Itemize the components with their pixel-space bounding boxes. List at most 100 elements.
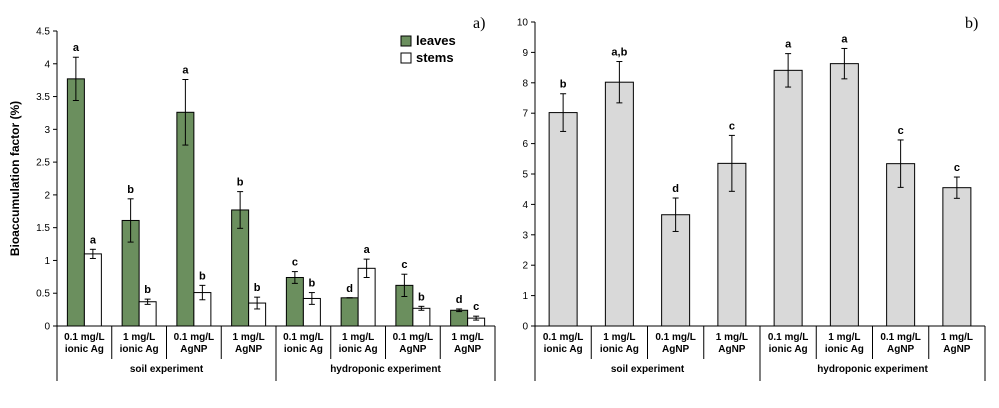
significance-letter: a — [364, 244, 371, 256]
group-label: hydroponic experiment — [330, 364, 441, 375]
category-label: ionic Ag — [120, 344, 159, 355]
category-label: 1 mg/L — [716, 332, 748, 343]
bar — [450, 309, 469, 327]
significance-letter: a — [73, 42, 80, 54]
category-label: 0.1 mg/L — [64, 332, 105, 343]
bar — [942, 187, 972, 327]
significance-letter: b — [127, 184, 134, 196]
significance-letter: b — [199, 270, 206, 282]
category-label: ionic Ag — [825, 344, 864, 355]
category-label: 1 mg/L — [828, 332, 860, 343]
legend-swatch — [400, 35, 412, 47]
significance-letter: b — [254, 282, 261, 294]
group-label: hydroponic experiment — [817, 364, 928, 375]
category-label: AgNP — [887, 344, 915, 355]
category-label: AgNP — [718, 344, 746, 355]
category-label: ionic Ag — [65, 344, 104, 355]
y-tick-label: 9 — [522, 48, 528, 59]
significance-letter: d — [672, 183, 679, 195]
category-label: 0.1 mg/L — [543, 332, 584, 343]
significance-letter: a — [90, 234, 97, 246]
bar — [285, 276, 304, 327]
category-label: 0.1 mg/L — [393, 332, 434, 343]
y-tick-label: 1.5 — [36, 223, 50, 234]
legend-label: stems — [416, 50, 454, 65]
panel-a-chart: 0 0.5 1 1.5 2 2.5 3 3.5 4 4.5 soil experiment hydro… — [8, 15, 496, 381]
group-label: soil experiment — [130, 364, 204, 375]
y-tick-label: 3 — [44, 125, 50, 136]
category-label: 1 mg/L — [123, 332, 155, 343]
category-label: ionic Ag — [339, 344, 378, 355]
y-tick-label: 4 — [522, 200, 528, 211]
category-label: 0.1 mg/L — [283, 332, 324, 343]
category-label: ionic Ag — [769, 344, 808, 355]
y-tick-label: 10 — [517, 18, 529, 29]
bar — [83, 253, 102, 327]
y-axis-label: Bioaccumulation factor (%) — [8, 101, 22, 256]
category-label: AgNP — [454, 344, 482, 355]
y-tick-label: 7 — [522, 109, 528, 120]
category-label: ionic Ag — [544, 344, 583, 355]
significance-letter: c — [954, 162, 960, 174]
category-label: 0.1 mg/L — [880, 332, 921, 343]
y-tick-label: 1 — [44, 256, 50, 267]
category-label: 1 mg/L — [941, 332, 973, 343]
bar — [604, 81, 634, 327]
bar — [138, 301, 157, 327]
category-label: AgNP — [662, 344, 690, 355]
category-label: 1 mg/L — [452, 332, 484, 343]
significance-letter: b — [309, 278, 316, 290]
category-label: 1 mg/L — [603, 332, 635, 343]
category-label: AgNP — [943, 344, 971, 355]
category-label: 0.1 mg/L — [174, 332, 215, 343]
category-label: AgNP — [399, 344, 427, 355]
legend-label: leaves — [416, 33, 456, 48]
category-label: 1 mg/L — [233, 332, 265, 343]
significance-letter: d — [456, 294, 463, 306]
significance-letter: a,b — [611, 47, 627, 59]
significance-letter: c — [898, 125, 904, 137]
y-tick-label: 1 — [522, 291, 528, 302]
y-tick-label: 3 — [522, 230, 528, 241]
y-tick-label: 3.5 — [36, 92, 50, 103]
y-tick-label: 8 — [522, 78, 528, 89]
significance-letter: a — [785, 39, 792, 51]
significance-letter: d — [346, 283, 353, 295]
panel-label: a) — [473, 15, 485, 32]
y-tick-label: 2.5 — [36, 158, 50, 169]
significance-letter: b — [418, 291, 425, 303]
bar — [886, 163, 916, 327]
significance-letter: b — [560, 79, 567, 91]
significance-letter: c — [473, 301, 479, 313]
significance-letter: b — [237, 177, 244, 189]
y-tick-label: 2 — [44, 190, 50, 201]
category-label: 0.1 mg/L — [768, 332, 809, 343]
group-label: soil experiment — [611, 364, 685, 375]
category-label: ionic Ag — [600, 344, 639, 355]
significance-letter: a — [182, 65, 189, 77]
y-tick-label: 0 — [522, 322, 528, 333]
bar — [66, 78, 85, 327]
bar — [412, 307, 431, 327]
category-label: 0.1 mg/L — [655, 332, 696, 343]
significance-letter: a — [841, 33, 848, 45]
bar — [548, 112, 578, 327]
y-tick-label: 4.5 — [36, 27, 50, 38]
bar — [829, 63, 859, 327]
y-tick-label: 6 — [522, 139, 528, 150]
panel-b-chart: 0 1 2 3 4 5 6 7 8 9 10 soil experiment hydroponic ex… — [517, 15, 986, 381]
category-label: 1 mg/L — [342, 332, 374, 343]
y-tick-label: 2 — [522, 261, 528, 272]
significance-letter: c — [729, 120, 735, 132]
y-tick-label: 4 — [44, 59, 50, 70]
category-label: AgNP — [235, 344, 263, 355]
bar — [773, 69, 803, 327]
y-tick-label: 0 — [44, 322, 50, 333]
significance-letter: c — [401, 259, 407, 271]
panel-label: b) — [965, 15, 978, 32]
bar — [340, 297, 359, 327]
y-tick-label: 5 — [522, 170, 528, 181]
category-label: AgNP — [180, 344, 208, 355]
